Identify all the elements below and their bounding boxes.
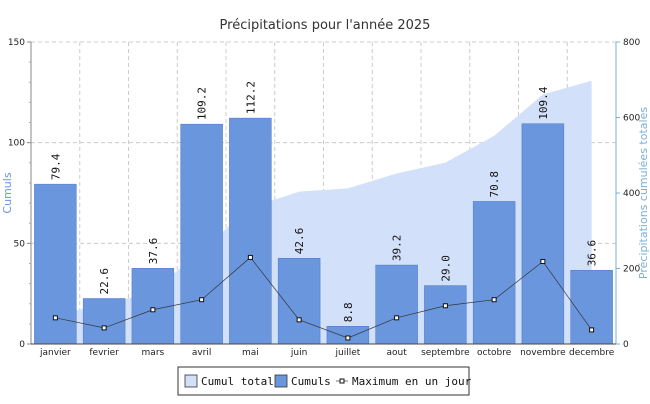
bar-value-label: 112.2 xyxy=(244,81,257,114)
x-tick-label: avril xyxy=(192,348,212,358)
bar-value-label: 109.2 xyxy=(196,87,209,120)
x-tick-label: septembre xyxy=(421,348,470,358)
bar-value-label: 37.6 xyxy=(147,238,160,265)
bar-value-label: 79.4 xyxy=(49,153,62,180)
max-line-layer xyxy=(52,254,595,341)
bar-octobre xyxy=(472,201,516,345)
legend: Cumul total Cumuls Maximum en un jour xyxy=(177,366,472,396)
x-tick-label: juin xyxy=(290,348,307,358)
x-tick-label: aout xyxy=(386,348,407,358)
max-point xyxy=(150,307,156,313)
right-tick-label: 800 xyxy=(623,38,640,48)
bar-value-label: 70.8 xyxy=(488,171,501,198)
axes-layer: 0 50 100 150 0 200 400 600 800 janvier fevrier mars… xyxy=(8,38,641,358)
max-point xyxy=(296,317,302,323)
legend-swatch-area xyxy=(184,374,198,388)
left-tick-label: 150 xyxy=(8,38,25,48)
max-point xyxy=(52,315,58,321)
bar-value-label: 22.6 xyxy=(98,268,111,295)
left-tick-label: 50 xyxy=(14,239,26,249)
max-point xyxy=(491,297,497,303)
bar-value-label: 29.0 xyxy=(439,255,452,282)
max-line xyxy=(55,256,592,339)
bar-juin xyxy=(277,257,321,345)
max-point xyxy=(247,254,253,260)
x-tick-label: juillet xyxy=(334,348,360,358)
bar-mai xyxy=(229,117,272,345)
right-tick-label: 0 xyxy=(623,340,629,350)
max-point xyxy=(540,258,546,264)
bar-novembre xyxy=(521,123,565,345)
x-tick-label: janvier xyxy=(39,348,71,358)
bar-value-label: 42.6 xyxy=(293,228,306,255)
left-axis-label: Cumuls xyxy=(1,172,14,213)
legend-swatch-bar xyxy=(274,374,288,388)
left-tick-label: 100 xyxy=(8,139,25,149)
max-point xyxy=(589,327,595,333)
x-tick-label: mai xyxy=(242,348,259,358)
bar-value-label: 109.4 xyxy=(537,86,550,119)
bar-mars xyxy=(131,268,175,345)
bar-aout xyxy=(375,264,418,345)
bar-septembre xyxy=(424,285,467,345)
max-point xyxy=(345,335,351,341)
x-tick-label: fevrier xyxy=(89,348,119,358)
legend-label: Cumuls xyxy=(291,375,331,388)
max-point xyxy=(442,303,448,309)
legend-point-swatch xyxy=(339,378,345,384)
bar-value-label: 8.8 xyxy=(342,302,355,322)
left-tick-label: 0 xyxy=(19,340,25,350)
x-tick-label: octobre xyxy=(477,348,512,358)
bar-labels-layer: 79.4 22.6 37.6 109.2 112.2 42.6 8.8 39.2 29.0 70.… xyxy=(49,81,598,322)
bar-value-label: 36.6 xyxy=(586,240,599,267)
right-tick-label: 400 xyxy=(623,189,640,199)
right-tick-label: 200 xyxy=(623,265,640,275)
x-tick-label: mars xyxy=(142,348,165,358)
legend-label: Cumul total xyxy=(201,375,274,388)
right-tick-label: 600 xyxy=(623,114,640,124)
right-axis-label: Précipitations cumulées totales xyxy=(637,107,650,279)
bar-avril xyxy=(180,123,223,345)
chart-title: Précipitations pour l'année 2025 xyxy=(220,18,431,33)
bar-juillet xyxy=(326,326,370,345)
legend-label: Maximum en un jour xyxy=(352,375,472,388)
max-point xyxy=(101,325,107,331)
legend-box xyxy=(177,366,470,396)
x-tick-label: novembre xyxy=(520,348,566,358)
max-point xyxy=(199,297,205,303)
x-tick-label: decembre xyxy=(569,348,615,358)
bar-value-label: 39.2 xyxy=(391,235,404,262)
bar-fevrier xyxy=(82,298,126,345)
max-point xyxy=(394,315,400,321)
bar-decembre xyxy=(570,270,613,345)
